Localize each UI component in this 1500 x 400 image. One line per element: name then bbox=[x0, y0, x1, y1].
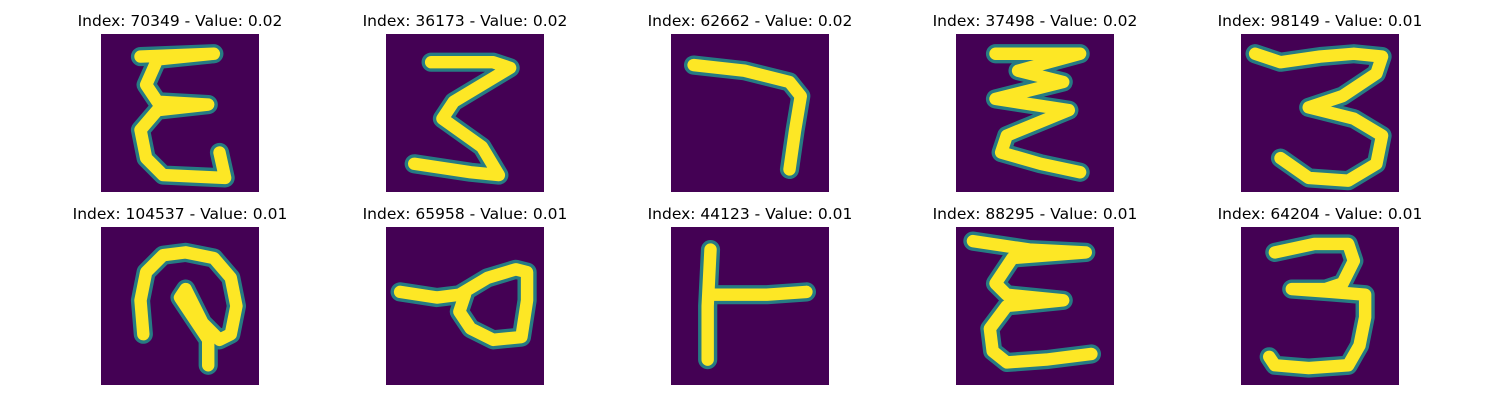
panel-10: Index: 64204 - Value: 0.01 bbox=[1170, 205, 1470, 395]
panel-title: Index: 104537 - Value: 0.01 bbox=[72, 205, 288, 223]
digit-image bbox=[1241, 34, 1399, 192]
panel-title: Index: 44123 - Value: 0.01 bbox=[647, 205, 853, 223]
digit-image bbox=[386, 227, 544, 385]
panel-title: Index: 36173 - Value: 0.02 bbox=[362, 12, 568, 30]
digit-image bbox=[671, 227, 829, 385]
panel-title: Index: 65958 - Value: 0.01 bbox=[362, 205, 568, 223]
digit-image bbox=[671, 34, 829, 192]
panel-9: Index: 88295 - Value: 0.01 bbox=[885, 205, 1185, 395]
panel-2: Index: 36173 - Value: 0.02 bbox=[315, 12, 615, 202]
seven-glyph bbox=[671, 34, 829, 192]
panel-5: Index: 98149 - Value: 0.01 bbox=[1170, 12, 1470, 202]
panel-title: Index: 98149 - Value: 0.01 bbox=[1217, 12, 1423, 30]
digit-image bbox=[101, 34, 259, 192]
loop-hook-glyph bbox=[101, 227, 259, 385]
panel-8: Index: 44123 - Value: 0.01 bbox=[600, 205, 900, 395]
panel-title: Index: 37498 - Value: 0.02 bbox=[932, 12, 1138, 30]
sigma-e-wide-glyph bbox=[956, 227, 1114, 385]
panel-6: Index: 104537 - Value: 0.01 bbox=[30, 205, 330, 395]
panel-3: Index: 62662 - Value: 0.02 bbox=[600, 12, 900, 202]
panel-7: Index: 65958 - Value: 0.01 bbox=[315, 205, 615, 395]
sideways-loop-glyph bbox=[386, 227, 544, 385]
panel-title: Index: 88295 - Value: 0.01 bbox=[932, 205, 1138, 223]
panel-1: Index: 70349 - Value: 0.02 bbox=[30, 12, 330, 202]
panel-4: Index: 37498 - Value: 0.02 bbox=[885, 12, 1185, 202]
three-bold-glyph bbox=[1241, 227, 1399, 385]
triple-zigzag-glyph bbox=[956, 34, 1114, 192]
digit-image bbox=[956, 227, 1114, 385]
digit-image bbox=[386, 34, 544, 192]
sigma-e-glyph bbox=[101, 34, 259, 192]
panel-title: Index: 70349 - Value: 0.02 bbox=[77, 12, 283, 30]
digit-image bbox=[1241, 227, 1399, 385]
three-glyph bbox=[1241, 34, 1399, 192]
panel-title: Index: 62662 - Value: 0.02 bbox=[647, 12, 853, 30]
z-zigzag-glyph bbox=[386, 34, 544, 192]
panel-title: Index: 64204 - Value: 0.01 bbox=[1217, 205, 1423, 223]
digit-image bbox=[956, 34, 1114, 192]
tee-glyph bbox=[671, 227, 829, 385]
digit-image bbox=[101, 227, 259, 385]
